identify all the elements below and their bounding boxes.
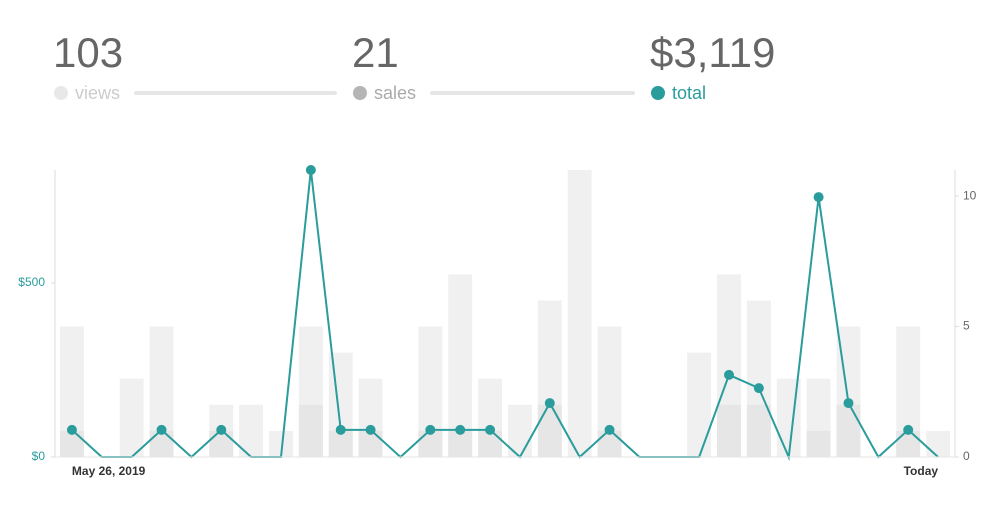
point [843, 398, 854, 409]
y-tick-label: $0 [32, 449, 46, 463]
bar [149, 430, 174, 457]
summary-value: 21 [352, 29, 399, 76]
bar [59, 430, 84, 457]
bar [119, 378, 144, 457]
bar [328, 430, 353, 457]
legend-dot [353, 86, 367, 100]
point [813, 192, 824, 203]
point [66, 424, 77, 435]
point [544, 398, 555, 409]
bar [418, 326, 443, 457]
bar [448, 274, 473, 457]
bar [836, 404, 861, 457]
bar [926, 430, 951, 457]
legend-dot [651, 86, 665, 100]
y2-tick-label: 5 [963, 319, 970, 333]
x-tick-label: Today [904, 464, 939, 478]
point [753, 383, 764, 394]
bar [507, 404, 532, 457]
bar [597, 430, 622, 457]
bar [59, 326, 84, 457]
line [71, 169, 939, 461]
bar [418, 430, 443, 457]
bar [806, 430, 831, 457]
x-tick-label: May 26, 2019 [72, 464, 146, 478]
bar [478, 430, 503, 457]
point [335, 424, 346, 435]
point [485, 424, 496, 435]
bar [567, 170, 592, 457]
bar [298, 404, 323, 457]
legend-label: sales [374, 83, 416, 103]
summary-value: 103 [53, 29, 123, 76]
legend-label: views [75, 83, 120, 103]
legend-label: total [672, 83, 706, 103]
bar [896, 430, 921, 457]
y2-tick-label: 0 [963, 449, 970, 463]
bar [269, 430, 293, 457]
y2-tick-label: 10 [963, 188, 977, 202]
point [724, 369, 734, 380]
bar [687, 352, 712, 457]
point [903, 424, 914, 435]
point [425, 424, 436, 435]
bar [149, 326, 174, 457]
summary-value: $3,119 [650, 29, 775, 76]
bar [537, 404, 562, 457]
bar [597, 326, 622, 457]
point [156, 424, 167, 435]
point [365, 424, 376, 435]
bar [717, 404, 741, 457]
point [455, 424, 466, 435]
point [305, 165, 316, 175]
bar [239, 404, 264, 457]
bar [358, 430, 383, 457]
bar [896, 326, 921, 457]
legend-dot [54, 86, 68, 100]
bar [448, 430, 473, 457]
bar [209, 430, 234, 457]
bar [746, 404, 771, 457]
y-tick-label: $500 [18, 275, 45, 289]
point [216, 424, 227, 435]
point [604, 424, 615, 435]
